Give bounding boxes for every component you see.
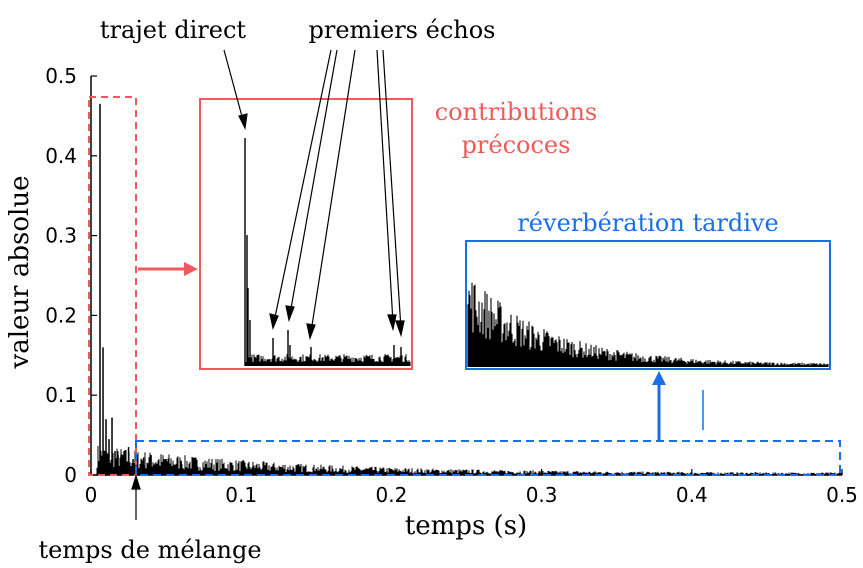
early-inset [199, 98, 413, 370]
x-tick-label: 0.1 [225, 483, 257, 507]
late-reverb-label: réverbération tardive [517, 209, 778, 237]
x-tick-group: 0 0.1 0.2 0.3 0.4 0.5 [85, 469, 858, 507]
late-inset [465, 240, 831, 370]
annotation-arrows [131, 49, 405, 520]
late-inset-signal [467, 282, 829, 367]
y-tick-label: 0.5 [45, 64, 77, 88]
signal-tail [96, 445, 842, 475]
y-axis-label: valeur absolue [5, 176, 35, 370]
y-tick-label: 0 [64, 463, 77, 487]
early-inset-frame [199, 98, 413, 370]
x-tick-label: 0.2 [375, 483, 407, 507]
y-tick-label: 0.3 [45, 224, 77, 248]
late-inset-frame [465, 240, 831, 370]
late-window-box [135, 440, 841, 476]
y-tick-label: 0.1 [45, 383, 77, 407]
x-axis-label: temps (s) [405, 511, 527, 541]
y-tick-label: 0.2 [45, 303, 77, 327]
y-tick-label: 0.4 [45, 144, 77, 168]
y-tick-group: 0 0.1 0.2 0.3 0.4 0.5 [45, 64, 97, 487]
early-zoom-arrow [138, 262, 198, 276]
x-tick-label: 0.3 [526, 483, 558, 507]
early-inset-signal [244, 138, 411, 366]
late-inset-noise [467, 282, 829, 367]
x-tick-label: 0.4 [676, 483, 708, 507]
early-echoes-label: premiers échos [309, 16, 496, 44]
direct-path-label: trajet direct [100, 16, 247, 44]
mixing-time-label: temps de mélange [38, 536, 261, 564]
late-zoom-arrow [652, 371, 704, 440]
x-tick-label: 0.5 [826, 483, 858, 507]
x-tick-label: 0 [85, 483, 98, 507]
early-contributions-label-2: précoces [462, 131, 571, 159]
early-window-box [88, 96, 137, 476]
early-contributions-label-1: contributions [435, 98, 598, 126]
